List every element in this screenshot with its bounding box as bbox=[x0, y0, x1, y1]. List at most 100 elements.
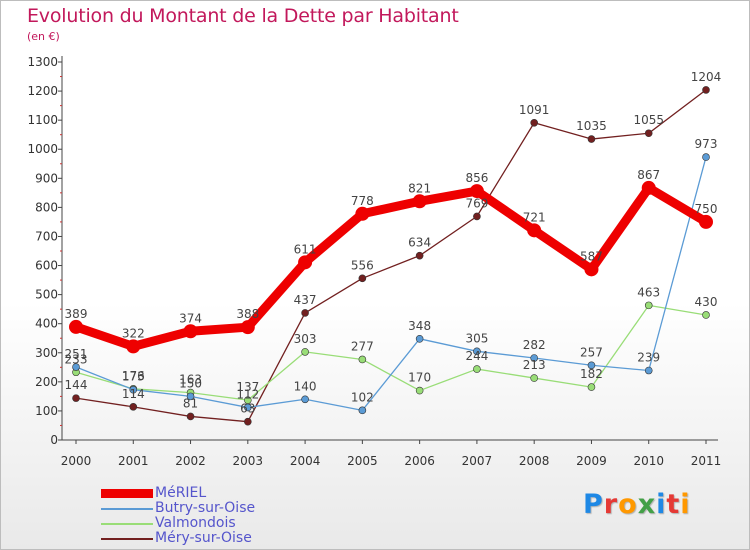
data-label: 388 bbox=[236, 307, 259, 321]
data-point bbox=[415, 386, 424, 395]
data-label: 277 bbox=[351, 339, 374, 353]
data-label: 867 bbox=[637, 168, 660, 182]
data-point bbox=[702, 311, 710, 319]
data-label: 239 bbox=[637, 351, 660, 365]
data-point bbox=[183, 324, 198, 339]
y-tick-label: 1000 bbox=[27, 142, 58, 156]
y-tick-label: 100 bbox=[35, 404, 58, 418]
data-point bbox=[126, 339, 141, 354]
legend-item: Méry-sur-Oise bbox=[101, 531, 255, 546]
data-point bbox=[415, 251, 424, 260]
data-point bbox=[301, 309, 309, 317]
y-tick-label: 600 bbox=[35, 259, 58, 273]
series-line bbox=[71, 183, 711, 351]
data-label: 163 bbox=[179, 373, 202, 387]
logo-letter: o bbox=[618, 489, 638, 520]
logo-letter: i bbox=[680, 489, 691, 520]
data-label: 182 bbox=[580, 367, 603, 381]
data-label: 112 bbox=[236, 387, 259, 401]
data-label: 244 bbox=[465, 349, 488, 363]
data-point bbox=[469, 184, 484, 199]
y-tick-label: 300 bbox=[35, 346, 58, 360]
y-tick-label: 1100 bbox=[27, 113, 58, 127]
data-label: 856 bbox=[465, 171, 488, 185]
data-point bbox=[644, 129, 653, 138]
legend-item: Butry-sur-Oise bbox=[101, 501, 255, 516]
data-label: 63 bbox=[240, 402, 255, 416]
data-point bbox=[699, 214, 713, 229]
data-label: 1091 bbox=[519, 103, 550, 117]
data-label: 140 bbox=[294, 379, 317, 393]
data-point bbox=[530, 374, 538, 382]
data-point bbox=[72, 363, 80, 371]
logo-letter: r bbox=[603, 489, 619, 520]
data-point bbox=[473, 212, 481, 221]
data-point bbox=[527, 223, 542, 238]
series-line bbox=[75, 156, 707, 411]
data-label: 750 bbox=[695, 202, 718, 216]
logo-letter: t bbox=[666, 489, 681, 520]
legend-swatch bbox=[101, 522, 153, 525]
logo-letter: i bbox=[656, 489, 667, 520]
data-label: 973 bbox=[695, 137, 718, 151]
data-point bbox=[584, 262, 599, 277]
data-point bbox=[69, 319, 83, 334]
data-label: 437 bbox=[294, 293, 317, 307]
x-tick-label: 2004 bbox=[290, 454, 321, 468]
data-point bbox=[641, 180, 656, 195]
data-point bbox=[186, 392, 195, 401]
x-tick-label: 2001 bbox=[118, 454, 149, 468]
data-label: 213 bbox=[523, 358, 546, 372]
x-tick-label: 2005 bbox=[347, 454, 378, 468]
data-point bbox=[129, 403, 138, 411]
data-point bbox=[530, 354, 538, 362]
x-tick-label: 2002 bbox=[175, 454, 206, 468]
legend-label: Méry-sur-Oise bbox=[155, 530, 252, 546]
y-tick-label: 1200 bbox=[27, 84, 58, 98]
x-tick-label: 2006 bbox=[404, 454, 435, 468]
data-label: 102 bbox=[351, 390, 374, 404]
data-label: 322 bbox=[122, 326, 145, 340]
data-point bbox=[587, 361, 596, 370]
data-point bbox=[355, 206, 370, 221]
data-label: 374 bbox=[179, 311, 202, 325]
data-label: 303 bbox=[294, 332, 317, 346]
x-tick-label: 2007 bbox=[462, 454, 493, 468]
data-point bbox=[530, 118, 538, 127]
legend-swatch bbox=[101, 537, 153, 540]
y-tick-label: 400 bbox=[35, 317, 58, 331]
y-tick-label: 500 bbox=[35, 288, 58, 302]
legend-label: Butry-sur-Oise bbox=[155, 500, 256, 516]
legend-item: MéRIEL bbox=[101, 486, 255, 501]
data-point bbox=[702, 153, 710, 161]
logo-letter: P bbox=[583, 489, 604, 520]
data-point bbox=[244, 417, 252, 426]
data-label: 150 bbox=[179, 376, 202, 390]
data-label: 137 bbox=[236, 380, 259, 394]
legend-label: MéRIEL bbox=[155, 485, 207, 501]
x-tick-label: 2011 bbox=[691, 454, 722, 468]
data-label: 1035 bbox=[576, 119, 607, 133]
data-point bbox=[129, 385, 138, 394]
y-tick-label: 900 bbox=[35, 171, 58, 185]
data-label: 821 bbox=[408, 181, 431, 195]
data-point bbox=[358, 406, 367, 415]
proxiti-logo: Proxiti bbox=[583, 489, 691, 520]
y-tick-label: 700 bbox=[35, 229, 58, 243]
chart-title: Evolution du Montant de la Dette par Hab… bbox=[27, 5, 459, 27]
y-tick-label: 800 bbox=[35, 200, 58, 214]
data-label: 114 bbox=[122, 387, 145, 401]
data-point bbox=[412, 194, 427, 209]
chart-subtitle: (en €) bbox=[27, 30, 60, 43]
data-label: 1055 bbox=[633, 113, 664, 127]
data-label: 721 bbox=[523, 210, 546, 224]
data-point bbox=[244, 403, 252, 412]
data-label: 233 bbox=[65, 352, 88, 366]
data-label: 170 bbox=[408, 371, 431, 385]
x-tick-label: 2010 bbox=[633, 454, 664, 468]
series-line bbox=[75, 89, 707, 423]
data-point bbox=[358, 274, 367, 283]
data-label: 778 bbox=[351, 194, 374, 208]
series-line bbox=[75, 304, 707, 401]
